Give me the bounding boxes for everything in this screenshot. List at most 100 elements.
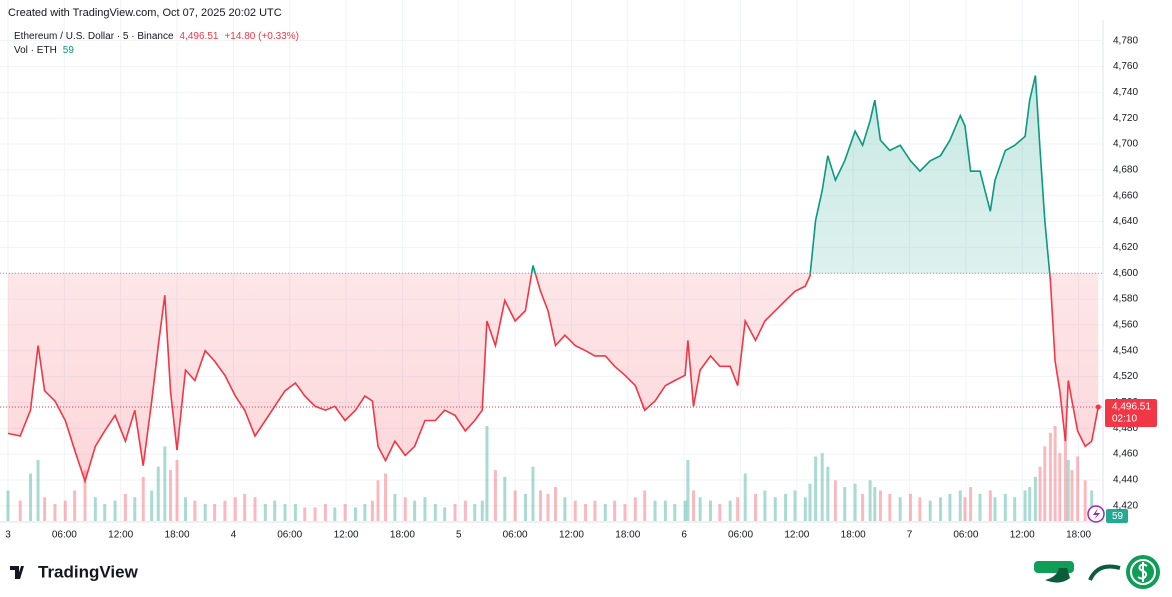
volume-bar — [686, 459, 690, 521]
x-tick-label: 18:00 — [390, 530, 415, 541]
volume-bar — [878, 490, 882, 521]
volume-bar — [993, 497, 997, 521]
area-down — [8, 273, 1099, 482]
volume-bar — [663, 500, 667, 521]
volume-bar — [861, 493, 865, 521]
volume-bar — [403, 497, 407, 521]
tradingview-logo: TradingView — [10, 562, 139, 581]
volume-bar — [918, 497, 922, 521]
volume-bar — [928, 500, 932, 521]
volume-bar — [633, 497, 637, 521]
volume-bar — [888, 493, 892, 521]
volume-bar — [868, 480, 872, 521]
y-tick-label: 4,780 — [1113, 35, 1138, 46]
exchange-logo — [1034, 555, 1160, 589]
y-tick-label: 4,700 — [1113, 139, 1138, 150]
price-line — [0, 75, 1103, 484]
volume-bar — [708, 500, 712, 521]
volume-bar — [213, 504, 217, 521]
volume-bar — [692, 490, 696, 521]
volume-bar — [384, 473, 388, 521]
x-tick-label: 18:00 — [165, 530, 190, 541]
volume-bar — [538, 490, 542, 521]
volume-bar — [1048, 432, 1052, 521]
volume-bar — [263, 504, 267, 521]
price-tag-label: 4,496.51 — [1112, 402, 1151, 413]
x-tick-label: 12:00 — [108, 530, 133, 541]
volume-bar — [1053, 426, 1057, 521]
volume-bar — [978, 493, 982, 521]
volume-bar — [63, 500, 67, 521]
line-up — [530, 75, 1051, 274]
volume-bar — [163, 446, 167, 521]
volume-bar — [908, 493, 912, 521]
volume-bar — [453, 504, 457, 521]
volume-bar — [353, 507, 357, 521]
volume-bar — [603, 504, 607, 521]
volume-bar — [1076, 456, 1080, 521]
x-tick-label: 06:00 — [52, 530, 77, 541]
volume-bar — [948, 493, 952, 521]
volume-bar — [1090, 490, 1094, 521]
alert-bolt — [1093, 508, 1100, 520]
x-tick-label: 18:00 — [615, 530, 640, 541]
y-tick-label: 4,620 — [1113, 242, 1138, 253]
volume-bar — [73, 490, 77, 521]
volume-bar — [463, 500, 467, 521]
line-down — [7, 273, 1100, 484]
x-tick-label: 12:00 — [559, 530, 584, 541]
volume-bar — [175, 459, 179, 521]
volume-bar — [546, 493, 550, 521]
volume-value: 59 — [63, 45, 75, 56]
volume-bar — [1028, 487, 1032, 521]
volume-bar — [423, 497, 427, 521]
volume-bar — [133, 497, 137, 521]
volume-bar — [243, 493, 247, 521]
x-tick-label: 3 — [5, 530, 11, 541]
volume-bar — [253, 497, 257, 521]
last-price: 4,496.51 — [180, 31, 219, 42]
volume-bar — [203, 504, 207, 521]
volume-bar — [53, 504, 57, 521]
volume-bar — [480, 500, 484, 521]
logo-ring — [1130, 559, 1156, 585]
volume-bar — [833, 480, 837, 521]
volume-bar — [333, 507, 337, 521]
volume-bar — [343, 504, 347, 521]
logo-mark — [10, 566, 24, 579]
volume-bar — [1013, 497, 1017, 521]
volume-bar — [36, 459, 40, 521]
logo-glyph — [1045, 568, 1070, 583]
volume-bar — [43, 497, 47, 521]
y-tick-label: 4,480 — [1113, 423, 1138, 434]
volume-bar — [1023, 490, 1027, 521]
x-tick-label: 18:00 — [841, 530, 866, 541]
volume-bar — [141, 476, 145, 521]
volume-bar — [653, 500, 657, 521]
volume-bar — [1058, 453, 1062, 521]
volume-bar — [433, 504, 437, 521]
volume-bar — [793, 490, 797, 521]
volume — [6, 426, 1100, 521]
x-tick-label: 12:00 — [1010, 530, 1035, 541]
volume-bar — [736, 497, 740, 521]
volume-bar — [573, 500, 577, 521]
volume-bar — [168, 470, 172, 521]
volume-bar — [443, 507, 447, 521]
volume-bar — [563, 497, 567, 521]
y-tick-label: 4,760 — [1113, 61, 1138, 72]
volume-bar — [531, 466, 535, 521]
y-tick-label: 4,420 — [1113, 500, 1138, 511]
x-tick-label: 7 — [907, 530, 913, 541]
x-tick-label: 06:00 — [728, 530, 753, 541]
x-tick-label: 06:00 — [503, 530, 528, 541]
volume-bar — [293, 504, 297, 521]
volume-bar — [150, 490, 154, 521]
volume-bar — [969, 487, 973, 521]
symbol: Ethereum / U.S. Dollar · 5 · Binance 4,49… — [14, 31, 299, 42]
x-tick-label: 12:00 — [784, 530, 809, 541]
y-tick-label: 4,640 — [1113, 216, 1138, 227]
volume-bar — [323, 504, 327, 521]
volume-bar — [898, 497, 902, 521]
volume-bar — [193, 500, 197, 521]
